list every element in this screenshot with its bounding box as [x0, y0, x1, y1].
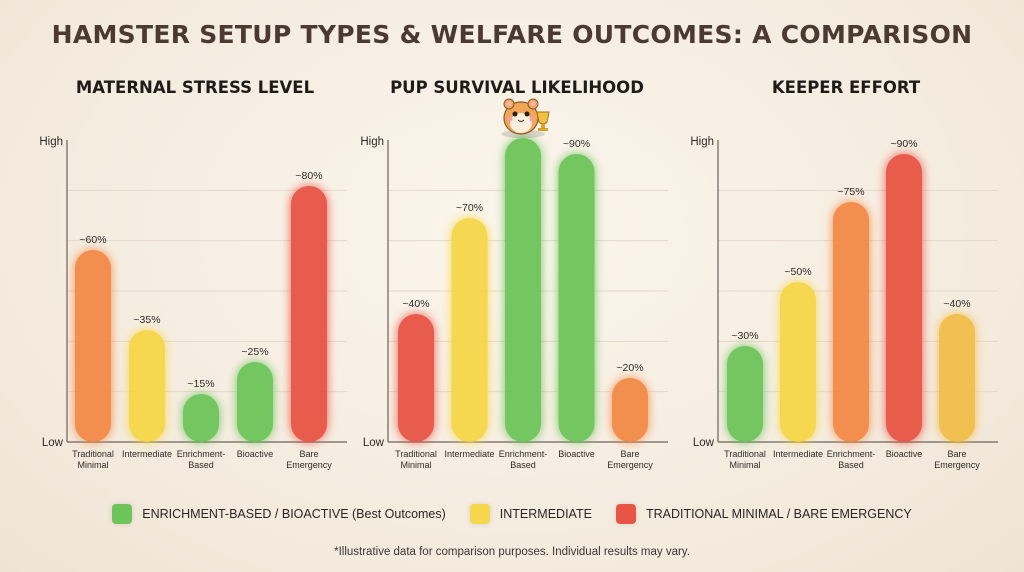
category-label: Emergency [934, 460, 980, 470]
category-label: Traditional [395, 449, 437, 459]
bar-value-label: ~70% [456, 202, 483, 214]
category-label: Intermediate [773, 449, 823, 459]
footnote: *Illustrative data for comparison purpos… [334, 546, 690, 558]
legend-item-intermediate: INTERMEDIATE [469, 504, 592, 524]
bar [833, 202, 869, 442]
y-label-high: High [690, 136, 714, 148]
legend-swatch-yellow [469, 504, 490, 524]
y-label-low: Low [42, 437, 64, 449]
category-label: Bioactive [558, 449, 595, 459]
legend-item-best: ENRICHMENT-BASED / BIOACTIVE (Best Outco… [112, 504, 446, 524]
y-label-low: Low [363, 437, 385, 449]
panel-title-maternal-stress: MATERNAL STRESS LEVEL [75, 78, 315, 97]
bar [886, 154, 922, 442]
bar-value-label: ~50% [784, 266, 811, 278]
bar-value-label: ~60% [79, 234, 106, 246]
category-label: Emergency [607, 460, 653, 470]
bar [291, 186, 327, 442]
category-label: Based [510, 460, 536, 470]
category-label: Bioactive [237, 449, 274, 459]
legend-swatch-green [112, 504, 133, 524]
y-label-low: Low [693, 437, 715, 449]
y-label-high: High [360, 136, 384, 148]
category-label: Traditional [72, 449, 114, 459]
category-label: Traditional [724, 449, 766, 459]
category-label: Emergency [286, 460, 332, 470]
category-label: Bioactive [886, 449, 923, 459]
bar [727, 346, 763, 442]
panel-title-keeper-effort: KEEPER EFFORT [771, 78, 921, 97]
legend-label-intermediate: INTERMEDIATE [499, 507, 592, 521]
category-label: Based [188, 460, 214, 470]
legend-swatch-red [615, 504, 636, 524]
bar [612, 378, 648, 442]
bar [75, 250, 111, 442]
bar [939, 314, 975, 442]
bar-value-label: ~25% [241, 346, 268, 358]
category-label: Intermediate [444, 449, 494, 459]
category-label: Enrichment- [177, 449, 226, 459]
category-label: Minimal [77, 460, 108, 470]
legend-label-best: ENRICHMENT-BASED / BIOACTIVE (Best Outco… [142, 507, 446, 521]
legend-label-worst: TRADITIONAL MINIMAL / BARE EMERGENCY [645, 507, 912, 521]
bar-value-label: ~30% [731, 330, 758, 342]
bar-value-label: ~80% [295, 170, 322, 182]
category-label: Bare [620, 449, 639, 459]
bar [183, 394, 219, 442]
bar-value-label: ~20% [616, 362, 643, 374]
category-label: Enrichment- [499, 449, 548, 459]
hamster-trophy-icon [501, 98, 550, 138]
category-label: Bare [947, 449, 966, 459]
main-title: HAMSTER SETUP TYPES & WELFARE OUTCOMES: … [51, 20, 973, 49]
bar [780, 282, 816, 442]
category-label: Based [838, 460, 864, 470]
bar [558, 154, 595, 442]
category-label: Enrichment- [827, 449, 876, 459]
bar [237, 362, 273, 442]
bar-value-label: ~15% [187, 378, 214, 390]
bar-value-label: ~90% [890, 138, 917, 150]
category-label: Intermediate [122, 449, 172, 459]
bar-value-label: ~40% [943, 298, 970, 310]
bar-value-label: ~40% [402, 298, 429, 310]
y-label-high: High [39, 136, 63, 148]
legend-item-worst: TRADITIONAL MINIMAL / BARE EMERGENCY [615, 504, 912, 524]
bar-value-label: ~35% [133, 314, 160, 326]
bar [398, 314, 434, 442]
panel-title-pup-survival: PUP SURVIVAL LIKELIHOOD [390, 78, 644, 97]
category-label: Minimal [400, 460, 431, 470]
bar [451, 218, 488, 442]
bar [505, 138, 541, 442]
legend: ENRICHMENT-BASED / BIOACTIVE (Best Outco… [0, 504, 1024, 524]
bar-value-label: ~75% [837, 186, 864, 198]
category-label: Bare [299, 449, 318, 459]
bar-value-label: ~90% [563, 138, 590, 150]
bar [129, 330, 165, 442]
category-label: Minimal [729, 460, 760, 470]
